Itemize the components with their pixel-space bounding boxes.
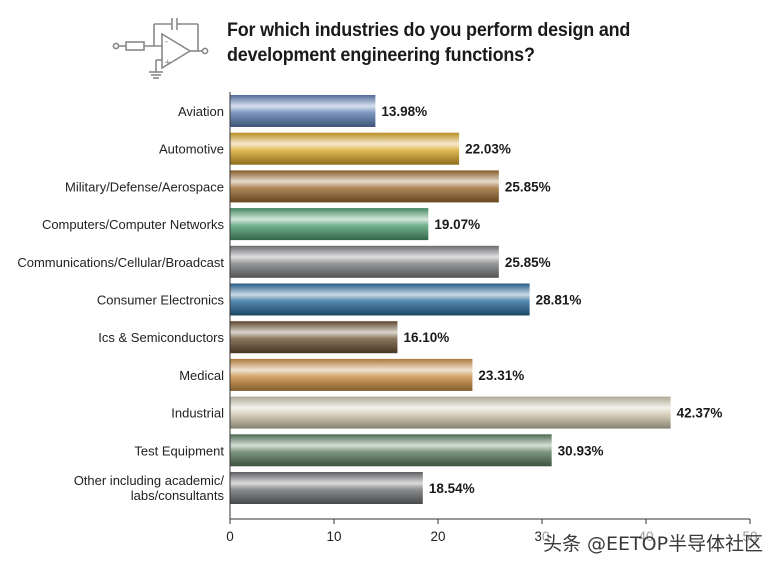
category-label-2: Military/Defense/Aerospace [65,179,224,194]
bar-4 [230,245,499,278]
chart-title: For which industries do you perform desi… [227,19,631,66]
value-label-10: 18.54% [429,481,475,496]
bar-8 [230,396,671,429]
value-label-8: 42.37% [677,406,723,421]
x-tick-label-2: 20 [430,529,445,544]
bar-10 [230,472,423,504]
bar-9 [230,434,552,467]
value-label-1: 22.03% [465,142,511,157]
value-label-7: 23.31% [478,368,524,383]
value-label-3: 19.07% [434,217,480,232]
category-label-0: Aviation [178,104,224,119]
bar-1 [230,132,460,165]
watermark: 头条 @EETOP半导体社区 [541,529,766,556]
bar-6 [230,321,398,354]
bar-7 [230,358,473,391]
category-label-3: Computers/Computer Networks [42,217,225,232]
bar-3 [230,208,429,241]
value-label-9: 30.93% [558,443,604,458]
category-label-4: Communications/Cellular/Broadcast [17,255,224,270]
category-label-8: Industrial [171,406,224,421]
category-label-6: Ics & Semiconductors [98,330,224,345]
value-label-5: 28.81% [536,293,582,308]
category-label-7: Medical [179,368,224,383]
value-label-0: 13.98% [381,104,427,119]
value-label-2: 25.85% [505,179,551,194]
op-amp-circuit-icon: - + [112,18,209,79]
bar-5 [230,283,530,316]
value-label-6: 16.10% [403,330,449,345]
svg-text:-: - [165,37,168,47]
x-tick-label-1: 10 [326,529,341,544]
x-tick-label-0: 0 [226,529,234,544]
bar-2 [230,170,499,203]
value-label-4: 25.85% [505,255,551,270]
bar-0 [230,95,376,127]
svg-text:+: + [164,58,172,68]
category-label-5: Consumer Electronics [97,293,225,308]
category-label-10: Other including academic/labs/consultant… [74,473,225,503]
category-label-9: Test Equipment [134,443,224,458]
category-label-1: Automotive [159,142,224,157]
